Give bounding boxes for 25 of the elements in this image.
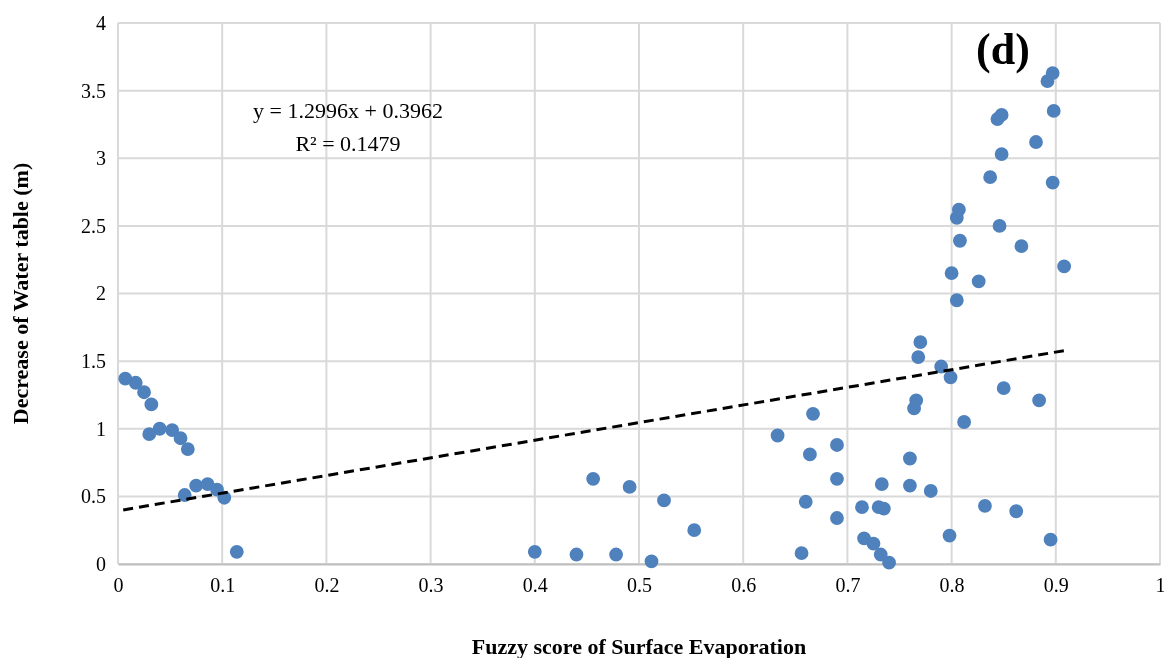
- y-tick-label: 0.5: [81, 485, 106, 508]
- y-tick-label: 2: [96, 282, 106, 305]
- annotation: R² = 0.1479: [295, 131, 401, 156]
- x-tick-label: 0.3: [418, 574, 444, 597]
- x-tick-label: 0.4: [522, 574, 548, 597]
- y-axis-title: Decrease of Water table (m): [8, 162, 33, 425]
- y-tick-label: 1: [96, 417, 106, 440]
- y-tick-label: 0: [96, 552, 106, 575]
- annotation: y = 1.2996x + 0.3962: [253, 98, 443, 123]
- y-tick-label: 4: [96, 11, 106, 34]
- x-tick-label: 1: [1155, 574, 1164, 597]
- x-tick-label: 0.1: [210, 574, 236, 597]
- x-tick-label: 0.7: [835, 574, 861, 597]
- y-tick-label: 3.5: [81, 79, 106, 102]
- x-tick-label: 0.8: [939, 574, 965, 597]
- x-tick-label: 0: [113, 574, 124, 597]
- chart-title: (d): [976, 25, 1030, 74]
- x-tick-label: 0.6: [731, 574, 757, 597]
- x-tick-label: 0.9: [1043, 574, 1069, 597]
- x-tick-label: 0.5: [627, 574, 652, 597]
- y-tick-label: 1.5: [81, 350, 106, 373]
- x-tick-label: 0.2: [314, 574, 340, 597]
- x-axis-title: Fuzzy score of Surface Evaporation: [471, 634, 807, 658]
- y-tick-label: 3: [96, 147, 106, 170]
- y-tick-label: 2.5: [81, 214, 106, 237]
